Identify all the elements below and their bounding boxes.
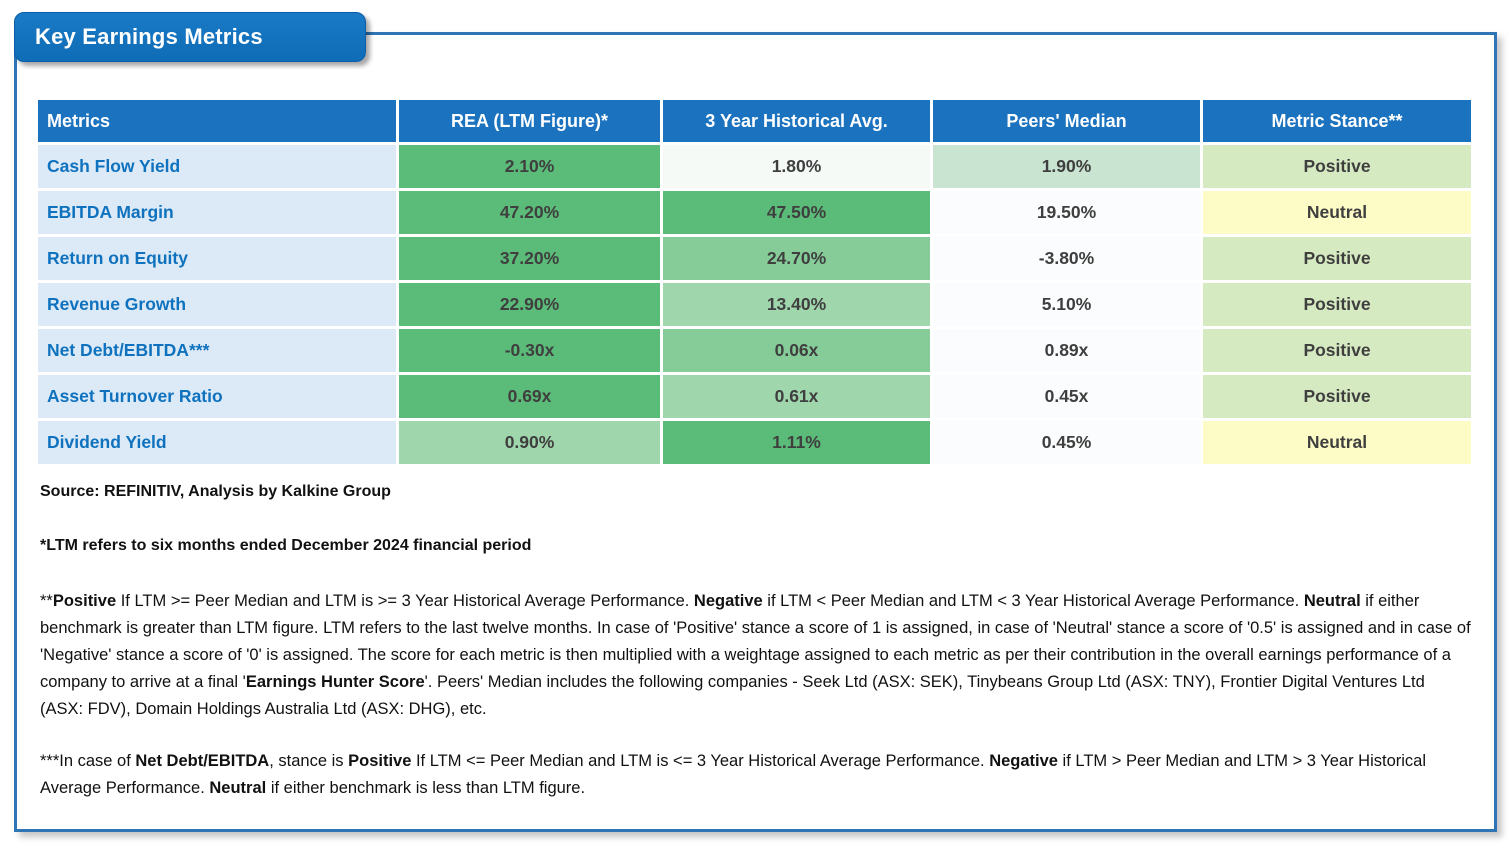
peers-median-value-cell: 1.90% — [933, 145, 1200, 188]
table-row: EBITDA Margin 47.20% 47.50% 19.50% Neutral — [38, 191, 1471, 234]
metric-name-cell: Revenue Growth — [38, 283, 396, 326]
table-row: Return on Equity 37.20% 24.70% -3.80% Positi… — [38, 237, 1471, 280]
section-title-tab: Key Earnings Metrics — [14, 12, 366, 62]
hist-avg-value-cell: 0.06x — [663, 329, 930, 372]
rea-value-cell: -0.30x — [399, 329, 660, 372]
peers-median-value-cell: 5.10% — [933, 283, 1200, 326]
table-row: Cash Flow Yield 2.10% 1.80% 1.90% Positive — [38, 145, 1471, 188]
stance-cell: Positive — [1203, 375, 1471, 418]
metric-name-cell: Net Debt/EBITDA*** — [38, 329, 396, 372]
page-title: Key Earnings Metrics — [35, 24, 263, 49]
hist-avg-value-cell: 1.11% — [663, 421, 930, 464]
rea-value-cell: 2.10% — [399, 145, 660, 188]
source-attribution: Source: REFINITIV, Analysis by Kalkine G… — [40, 483, 391, 500]
column-header-metric-stance: Metric Stance** — [1203, 100, 1471, 142]
metric-name-cell: Return on Equity — [38, 237, 396, 280]
table-row: Dividend Yield 0.90% 1.11% 0.45% Neutral — [38, 421, 1471, 464]
ltm-definition-note: *LTM refers to six months ended December… — [40, 537, 532, 554]
rea-value-cell: 47.20% — [399, 191, 660, 234]
stance-cell: Positive — [1203, 283, 1471, 326]
stance-cell: Neutral — [1203, 191, 1471, 234]
stance-cell: Positive — [1203, 237, 1471, 280]
peers-median-value-cell: 19.50% — [933, 191, 1200, 234]
stance-cell: Positive — [1203, 145, 1471, 188]
hist-avg-value-cell: 24.70% — [663, 237, 930, 280]
peers-median-value-cell: -3.80% — [933, 237, 1200, 280]
column-header-peers-median: Peers' Median — [933, 100, 1200, 142]
metrics-table-body: Cash Flow Yield 2.10% 1.80% 1.90% Positive EB… — [38, 145, 1471, 464]
table-header-row: Metrics REA (LTM Figure)* 3 Year Histori… — [38, 100, 1471, 142]
hist-avg-value-cell: 0.61x — [663, 375, 930, 418]
rea-value-cell: 37.20% — [399, 237, 660, 280]
metric-name-cell: Dividend Yield — [38, 421, 396, 464]
stance-cell: Neutral — [1203, 421, 1471, 464]
hist-avg-value-cell: 1.80% — [663, 145, 930, 188]
hist-avg-value-cell: 47.50% — [663, 191, 930, 234]
column-header-3yr-historical-avg: 3 Year Historical Avg. — [663, 100, 930, 142]
net-debt-methodology-note: ***In case of Net Debt/EBITDA, stance is… — [40, 752, 1427, 797]
column-header-metrics: Metrics — [38, 100, 396, 142]
metric-name-cell: Asset Turnover Ratio — [38, 375, 396, 418]
key-earnings-metrics-table: Metrics REA (LTM Figure)* 3 Year Histori… — [35, 97, 1474, 467]
peers-median-value-cell: 0.89x — [933, 329, 1200, 372]
table-row: Revenue Growth 22.90% 13.40% 5.10% Positive — [38, 283, 1471, 326]
stance-methodology-note: **Positive If LTM >= Peer Median and LTM… — [40, 592, 1471, 718]
rea-value-cell: 22.90% — [399, 283, 660, 326]
metric-name-cell: Cash Flow Yield — [38, 145, 396, 188]
rea-value-cell: 0.90% — [399, 421, 660, 464]
stance-cell: Positive — [1203, 329, 1471, 372]
rea-value-cell: 0.69x — [399, 375, 660, 418]
peers-median-value-cell: 0.45% — [933, 421, 1200, 464]
table-row: Asset Turnover Ratio 0.69x 0.61x 0.45x Posit… — [38, 375, 1471, 418]
hist-avg-value-cell: 13.40% — [663, 283, 930, 326]
table-row: Net Debt/EBITDA*** -0.30x 0.06x 0.89x Positi… — [38, 329, 1471, 372]
peers-median-value-cell: 0.45x — [933, 375, 1200, 418]
metric-name-cell: EBITDA Margin — [38, 191, 396, 234]
column-header-rea-ltm: REA (LTM Figure)* — [399, 100, 660, 142]
